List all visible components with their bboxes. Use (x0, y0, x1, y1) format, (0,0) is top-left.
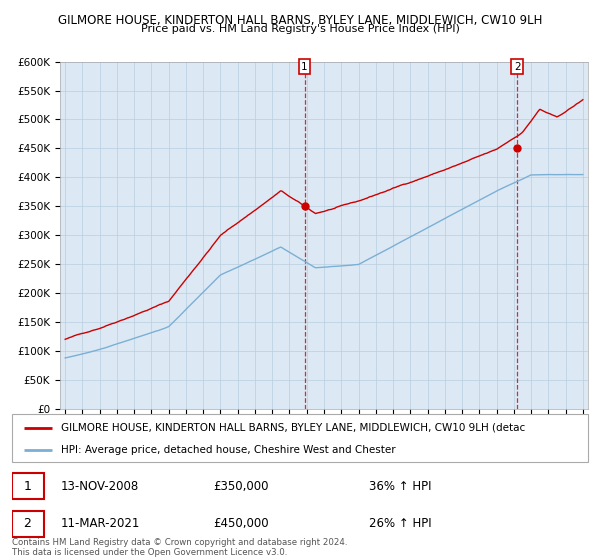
Text: 1: 1 (23, 479, 31, 493)
Text: Contains HM Land Registry data © Crown copyright and database right 2024.
This d: Contains HM Land Registry data © Crown c… (12, 538, 347, 557)
FancyBboxPatch shape (12, 414, 588, 462)
Text: GILMORE HOUSE, KINDERTON HALL BARNS, BYLEY LANE, MIDDLEWICH, CW10 9LH: GILMORE HOUSE, KINDERTON HALL BARNS, BYL… (58, 14, 542, 27)
Text: GILMORE HOUSE, KINDERTON HALL BARNS, BYLEY LANE, MIDDLEWICH, CW10 9LH (detac: GILMORE HOUSE, KINDERTON HALL BARNS, BYL… (61, 423, 525, 433)
Text: 2: 2 (23, 517, 31, 530)
FancyBboxPatch shape (12, 473, 44, 500)
Text: 1: 1 (301, 62, 308, 72)
Text: Price paid vs. HM Land Registry's House Price Index (HPI): Price paid vs. HM Land Registry's House … (140, 24, 460, 34)
Text: £350,000: £350,000 (214, 479, 269, 493)
Text: 13-NOV-2008: 13-NOV-2008 (61, 479, 139, 493)
Text: £450,000: £450,000 (214, 517, 269, 530)
Text: 26% ↑ HPI: 26% ↑ HPI (369, 517, 432, 530)
Text: 36% ↑ HPI: 36% ↑ HPI (369, 479, 431, 493)
FancyBboxPatch shape (12, 511, 44, 537)
Text: HPI: Average price, detached house, Cheshire West and Chester: HPI: Average price, detached house, Ches… (61, 445, 395, 455)
Text: 11-MAR-2021: 11-MAR-2021 (61, 517, 140, 530)
Text: 2: 2 (514, 62, 521, 72)
